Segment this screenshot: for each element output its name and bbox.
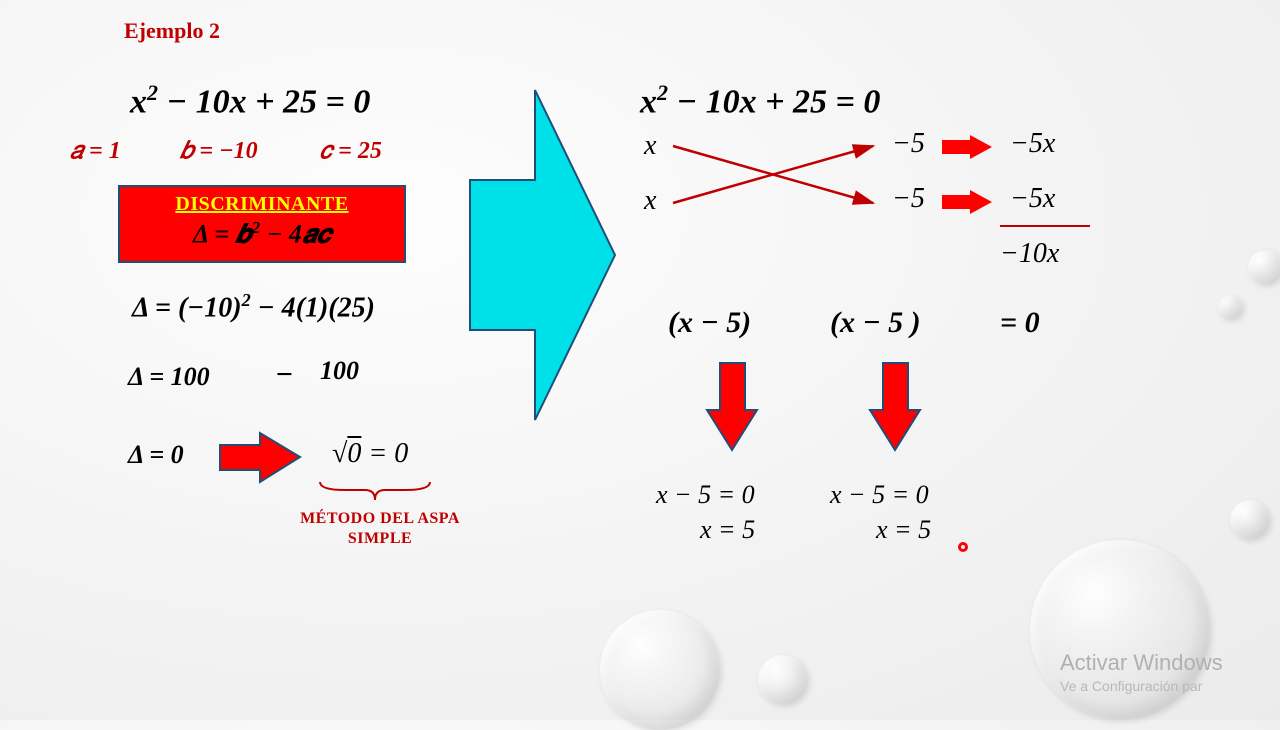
method-label-1: MÉTODO DEL ASPA — [280, 510, 480, 528]
factor-n1: −5 — [892, 128, 925, 160]
method-label-2: SIMPLE — [280, 530, 480, 548]
cross-arrows-icon — [668, 128, 888, 223]
solution-2b: x = 5 — [876, 515, 931, 545]
red-arrow-icon — [215, 430, 305, 485]
sum-line — [1000, 225, 1090, 227]
bubble-deco — [1218, 295, 1243, 320]
calc-step-3: Δ = 0 — [128, 440, 184, 470]
bubble-deco — [758, 655, 808, 705]
solution-2a: x − 5 = 0 — [830, 480, 929, 510]
coef-b: 𝑏 = −10 — [180, 138, 258, 165]
windows-watermark-1: Activar Windows — [1060, 650, 1223, 676]
mini-arrow-icon — [940, 134, 995, 160]
discriminant-box: DISCRIMINANTE Δ = 𝒃2 − 4𝒂𝒄 — [118, 185, 406, 263]
windows-watermark-2: Ve a Configuración par — [1060, 678, 1202, 694]
equals-zero: = 0 — [1000, 306, 1040, 340]
coef-c: 𝑐 = 25 — [320, 138, 382, 165]
solution-1b: x = 5 — [700, 515, 755, 545]
big-arrow-icon — [460, 80, 620, 430]
factor-x2: x — [644, 185, 656, 217]
mini-arrow-icon — [940, 189, 995, 215]
sqrt-result: √0 = 0 — [332, 438, 408, 470]
discriminant-title: DISCRIMINANTE — [144, 193, 380, 216]
factor-x1: x — [644, 130, 656, 162]
calc-step-2c: 100 — [320, 356, 359, 386]
example-title: Ejemplo 2 — [124, 18, 220, 44]
product-1: −5x — [1010, 128, 1055, 160]
solution-1a: x − 5 = 0 — [656, 480, 755, 510]
calc-step-2b: − — [275, 358, 293, 392]
factor-1: (x − 5) — [668, 306, 751, 340]
down-arrow-icon — [868, 360, 923, 455]
bubble-deco — [1248, 250, 1280, 285]
product-2: −5x — [1010, 183, 1055, 215]
calc-step-1: Δ = (−10)2 − 4(1)(25) — [132, 290, 375, 324]
coef-a: 𝑎 = 1 — [70, 138, 121, 165]
down-arrow-icon — [705, 360, 760, 455]
factor-n2: −5 — [892, 183, 925, 215]
laser-pointer-icon — [958, 542, 968, 552]
left-equation: x2 − 10x + 25 = 0 — [130, 80, 370, 121]
bubble-deco — [1230, 500, 1270, 540]
right-equation: x2 − 10x + 25 = 0 — [640, 80, 880, 121]
calc-step-2a: Δ = 100 — [128, 362, 210, 392]
factor-2: (x − 5 ) — [830, 306, 921, 340]
product-sum: −10x — [1000, 238, 1059, 270]
brace-icon — [315, 480, 435, 505]
discriminant-formula: Δ = 𝒃2 − 4𝒂𝒄 — [144, 218, 380, 251]
bubble-deco — [600, 610, 720, 730]
